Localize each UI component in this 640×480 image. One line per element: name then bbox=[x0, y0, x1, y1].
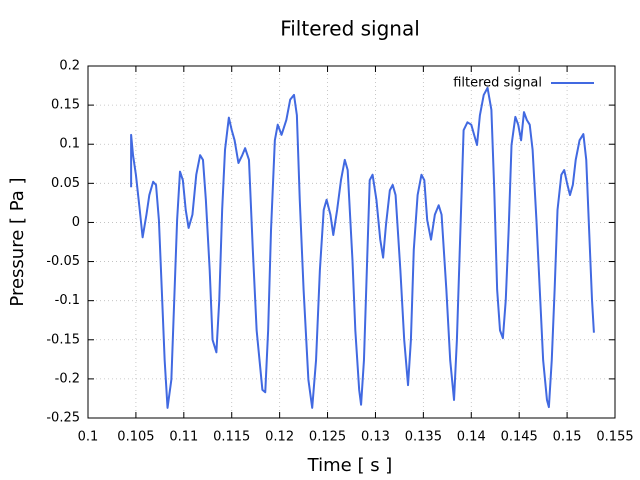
x-tick-label: 0.15 bbox=[553, 430, 582, 445]
y-tick-label: 0 bbox=[72, 215, 80, 230]
y-tick-label: -0.2 bbox=[55, 371, 80, 386]
x-tick-label: 0.14 bbox=[457, 430, 486, 445]
x-tick-label: 0.12 bbox=[265, 430, 294, 445]
y-tick-label: 0.2 bbox=[59, 59, 80, 74]
y-axis-label: Pressure [ Pa ] bbox=[7, 177, 28, 306]
x-tick-label: 0.135 bbox=[405, 430, 442, 445]
x-tick-label: 0.13 bbox=[361, 430, 390, 445]
plot-frame bbox=[87, 65, 616, 419]
x-tick-label: 0.11 bbox=[169, 430, 198, 445]
x-tick-label: 0.145 bbox=[501, 430, 538, 445]
y-tick-label: -0.05 bbox=[46, 254, 80, 269]
y-tick-label: -0.25 bbox=[46, 411, 80, 426]
legend-label: filtered signal bbox=[453, 76, 542, 91]
chart-title: Filtered signal bbox=[280, 17, 420, 41]
x-tick-label: 0.155 bbox=[596, 430, 633, 445]
signal-line bbox=[130, 86, 595, 409]
x-tick-label: 0.105 bbox=[117, 430, 154, 445]
y-tick-label: -0.15 bbox=[46, 332, 80, 347]
y-tick-label: 0.15 bbox=[51, 98, 80, 113]
y-tick-label: -0.1 bbox=[55, 293, 80, 308]
x-axis-label: Time [ s ] bbox=[307, 455, 393, 476]
x-tick-label: 0.1 bbox=[78, 430, 99, 445]
y-tick-label: 0.1 bbox=[59, 137, 80, 152]
y-tick-label: 0.05 bbox=[51, 176, 80, 191]
x-tick-label: 0.115 bbox=[213, 430, 250, 445]
x-tick-label: 0.125 bbox=[309, 430, 346, 445]
